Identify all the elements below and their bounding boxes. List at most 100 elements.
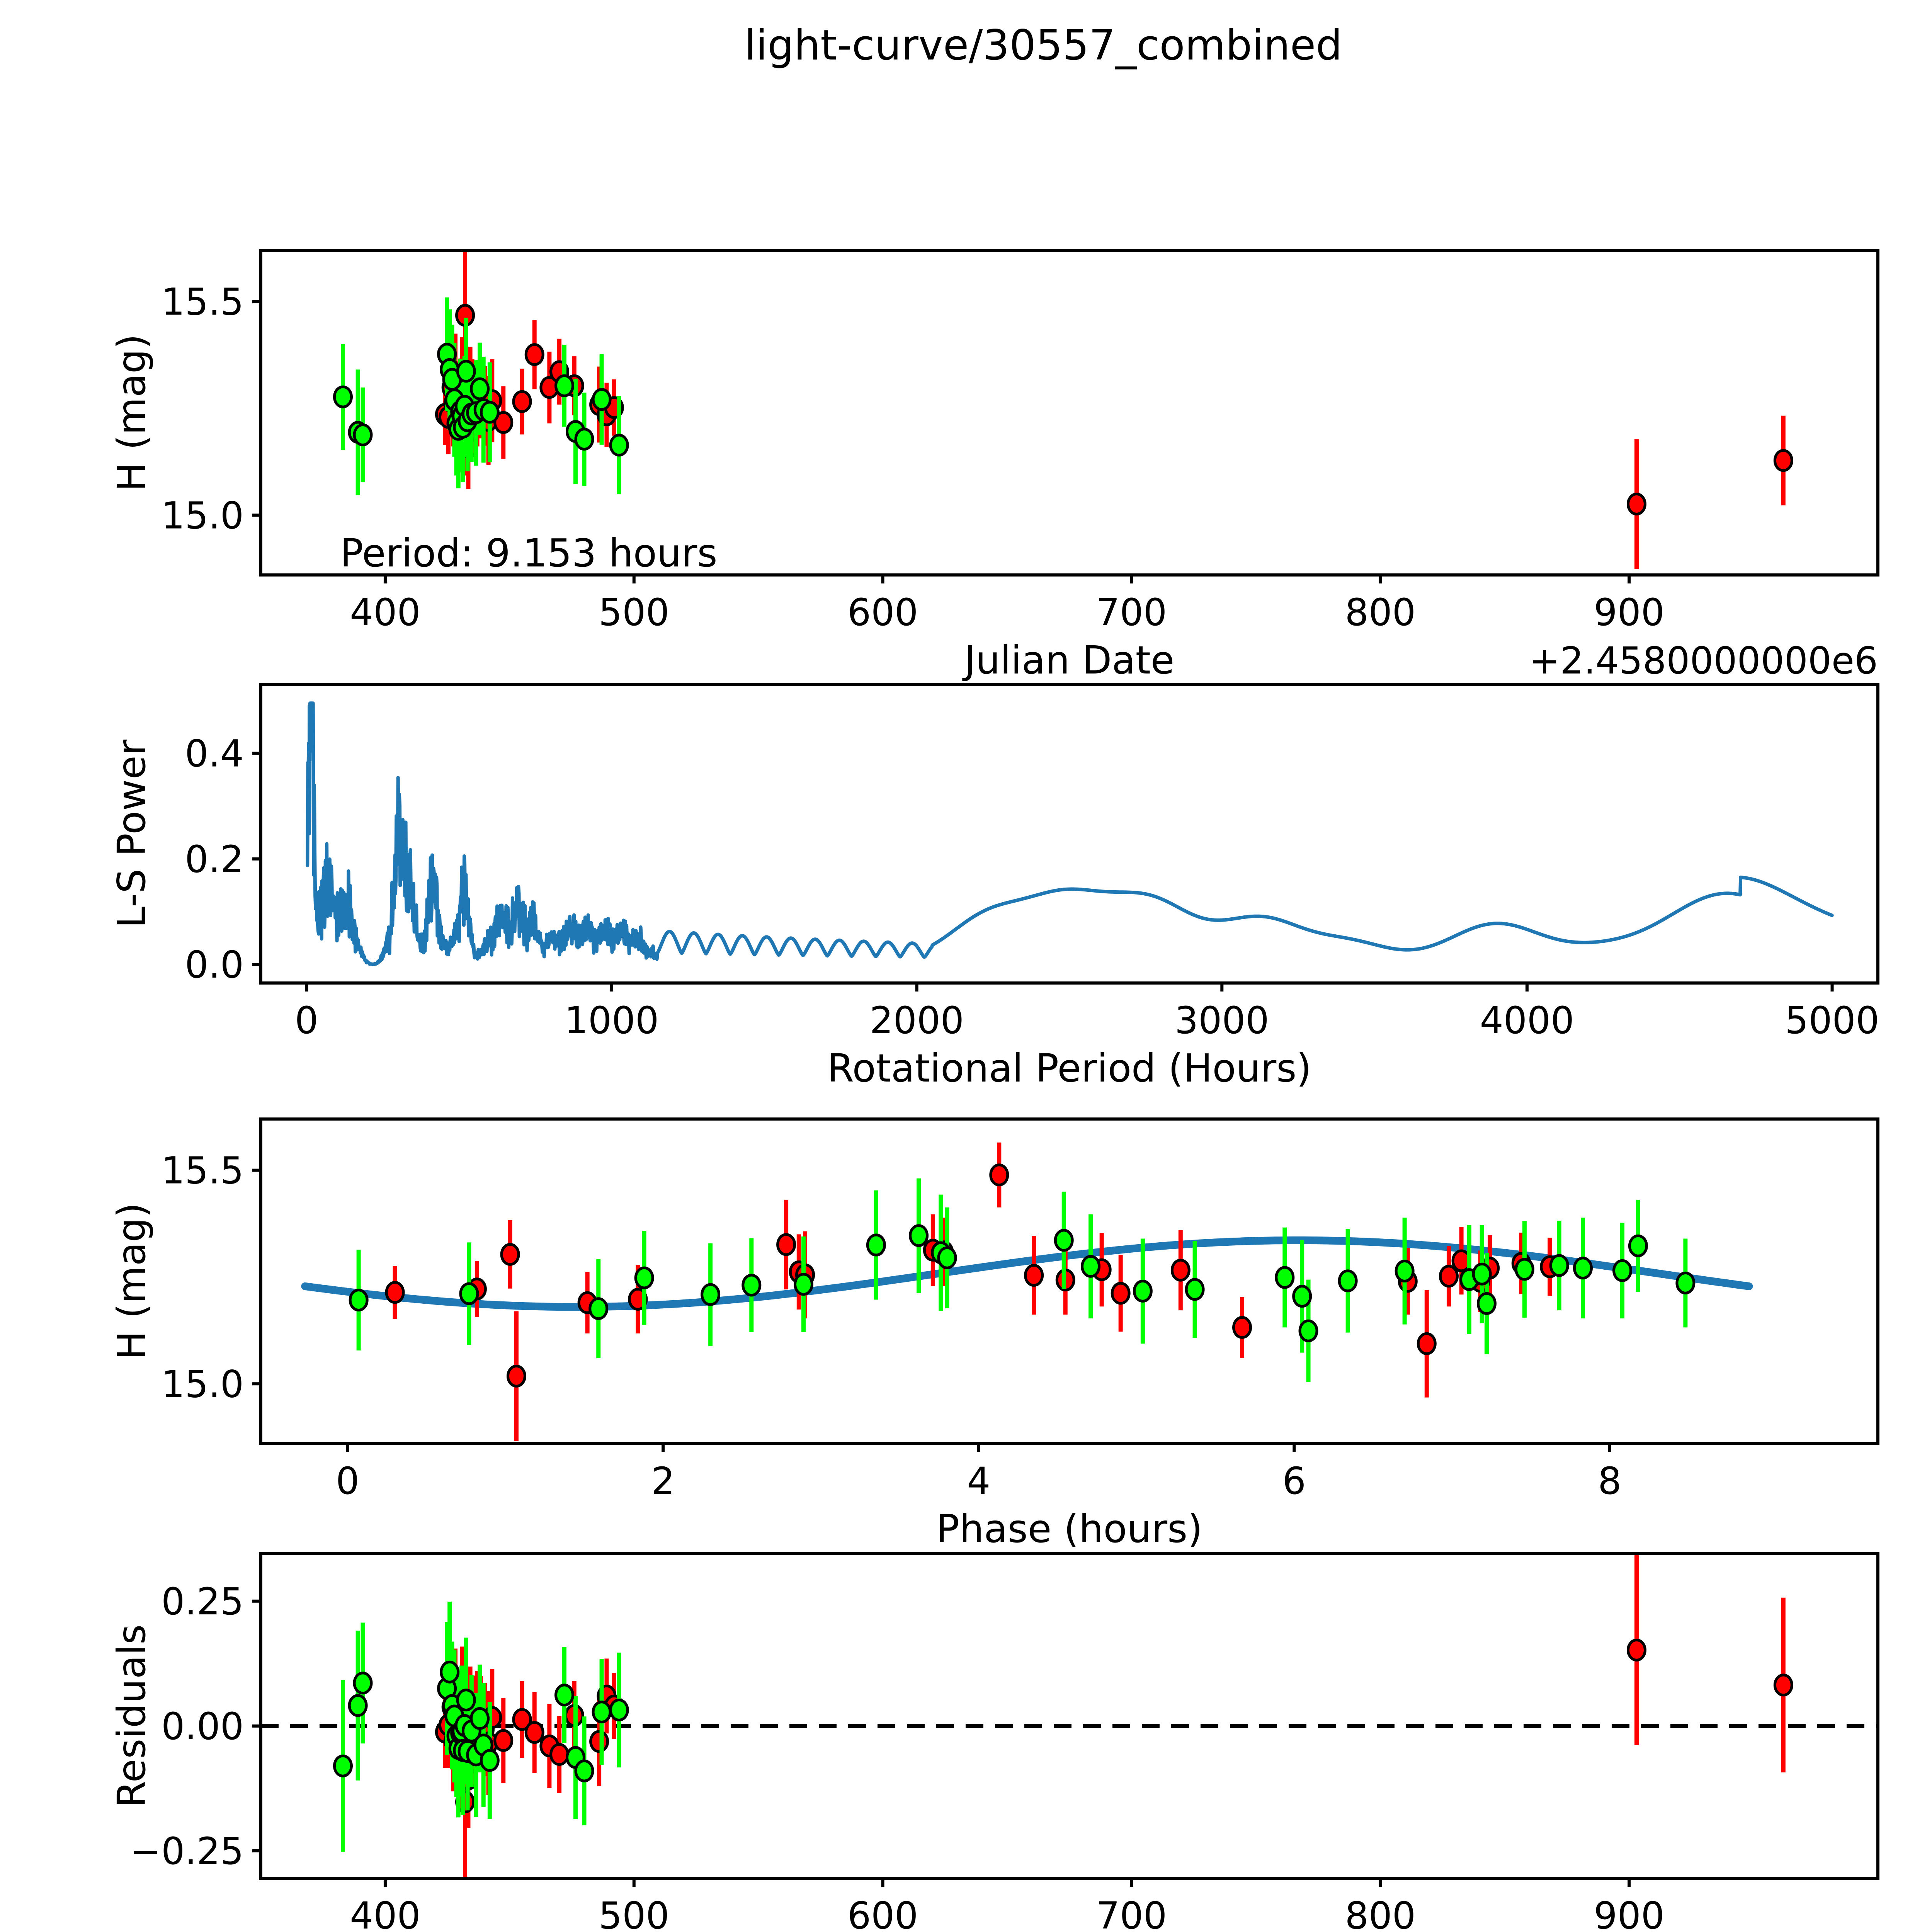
data-point — [549, 1743, 570, 1766]
data-point — [1232, 1316, 1252, 1339]
data-point — [512, 390, 532, 413]
x-axis-offset-label: +2.4580000000e6 — [1529, 639, 1878, 682]
series-red — [435, 250, 1793, 569]
data-point — [574, 1759, 594, 1782]
x-tick-label: 400 — [350, 591, 420, 634]
x-axis-label: Julian Date — [962, 638, 1175, 683]
data-point — [1292, 1285, 1312, 1308]
y-tick-label: 0.0 — [185, 943, 244, 986]
x-tick-label: 600 — [847, 591, 918, 634]
y-tick-label: 15.5 — [161, 1149, 244, 1192]
panel-lightcurve: 400 500 600 700 800 900 15.0 15.5 Julian Date H (… — [109, 249, 1879, 683]
x-tick-label: 500 — [599, 1894, 669, 1932]
data-point — [554, 374, 574, 397]
panel-content-periodogram — [306, 701, 1834, 966]
data-point — [1338, 1269, 1358, 1293]
data-point — [1472, 1262, 1492, 1286]
x-axis-label: Phase (hours) — [936, 1506, 1203, 1551]
x-tick-label: 4 — [967, 1459, 990, 1503]
x-tick-label: 0 — [336, 1459, 359, 1503]
y-axis-label: Residuals — [109, 1624, 154, 1808]
data-point — [333, 385, 353, 408]
data-point — [1612, 1259, 1633, 1282]
panel-periodogram: 0 1000 2000 3000 4000 5000 0.0 0.2 0.4 Rotational… — [109, 683, 1879, 1091]
y-axis-label: H (mag) — [109, 1202, 154, 1360]
x-tick-label: 900 — [1594, 1894, 1665, 1932]
data-point — [742, 1274, 762, 1297]
data-point — [493, 1729, 514, 1752]
y-tick-label: −0.25 — [130, 1830, 244, 1873]
data-point — [1081, 1255, 1101, 1278]
series-green — [333, 1602, 629, 1852]
panel-frame — [259, 683, 1879, 985]
data-point — [1024, 1264, 1044, 1287]
data-point — [333, 1754, 353, 1777]
x-tick-label: 5000 — [1785, 999, 1879, 1042]
period-annotation: Period: 9.153 hours — [340, 531, 718, 576]
data-point — [1111, 1282, 1131, 1305]
data-point — [1773, 449, 1793, 472]
data-point — [634, 1266, 654, 1289]
data-point — [524, 343, 544, 366]
x-tick-label: 400 — [350, 1894, 420, 1932]
series-green — [349, 1178, 1696, 1382]
data-point — [1514, 1258, 1534, 1281]
data-point — [701, 1283, 721, 1306]
x-tick-label: 700 — [1096, 1894, 1167, 1932]
data-point — [866, 1233, 886, 1257]
data-point — [1476, 1292, 1497, 1315]
x-tick-label: 600 — [847, 1894, 918, 1932]
y-tick-label: 15.0 — [161, 1362, 244, 1406]
data-point — [1626, 493, 1646, 516]
panel-content-lightcurve — [333, 250, 1793, 569]
data-point — [589, 1730, 609, 1753]
data-point — [353, 1672, 373, 1695]
y-axis-label: L-S Power — [109, 739, 154, 928]
y-tick-label: 0.2 — [185, 838, 244, 881]
x-tick-label: 700 — [1096, 591, 1167, 634]
data-point — [1773, 1673, 1793, 1697]
x-tick-label: 800 — [1345, 591, 1416, 634]
data-point — [1133, 1279, 1153, 1303]
data-point — [574, 428, 594, 451]
panel-frame — [259, 1117, 1879, 1445]
data-point — [554, 1684, 574, 1707]
data-point — [348, 1694, 368, 1717]
data-point — [609, 434, 629, 457]
y-tick-label: 0.25 — [161, 1580, 244, 1623]
x-tick-label: 8 — [1598, 1459, 1621, 1503]
x-tick-label: 0 — [295, 999, 318, 1042]
data-point — [1170, 1259, 1190, 1282]
x-tick-label: 2 — [651, 1459, 675, 1503]
series-green — [333, 297, 629, 495]
data-point — [1626, 1638, 1646, 1662]
data-point — [524, 1721, 544, 1744]
data-point — [588, 1297, 609, 1320]
data-point — [1628, 1234, 1648, 1257]
y-tick-label: 15.5 — [161, 281, 244, 324]
x-tick-label: 3000 — [1175, 999, 1269, 1042]
x-tick-label: 1000 — [565, 999, 659, 1042]
data-point — [512, 1708, 532, 1731]
y-tick-label: 0.4 — [185, 732, 244, 776]
data-point — [592, 1701, 612, 1724]
data-point — [776, 1233, 796, 1256]
data-point — [1549, 1254, 1569, 1277]
panel-frame — [259, 1552, 1879, 1880]
periodogram-curve — [306, 701, 1834, 966]
x-tick-label: 2000 — [870, 999, 964, 1042]
data-point — [480, 401, 500, 424]
data-point — [1298, 1319, 1318, 1342]
data-point — [609, 1698, 629, 1721]
data-point — [937, 1246, 957, 1269]
panel-phase_folded: 0 2 4 6 8 15.0 15.5 Phase (hours) H (mag) — [109, 1117, 1879, 1551]
data-point — [1439, 1265, 1459, 1288]
data-point — [493, 411, 514, 434]
sinusoid-fit-curve — [301, 1236, 1753, 1311]
data-point — [440, 1660, 460, 1684]
series-red — [435, 1555, 1793, 1878]
data-point — [1185, 1278, 1205, 1301]
panel-frame — [259, 249, 1879, 577]
